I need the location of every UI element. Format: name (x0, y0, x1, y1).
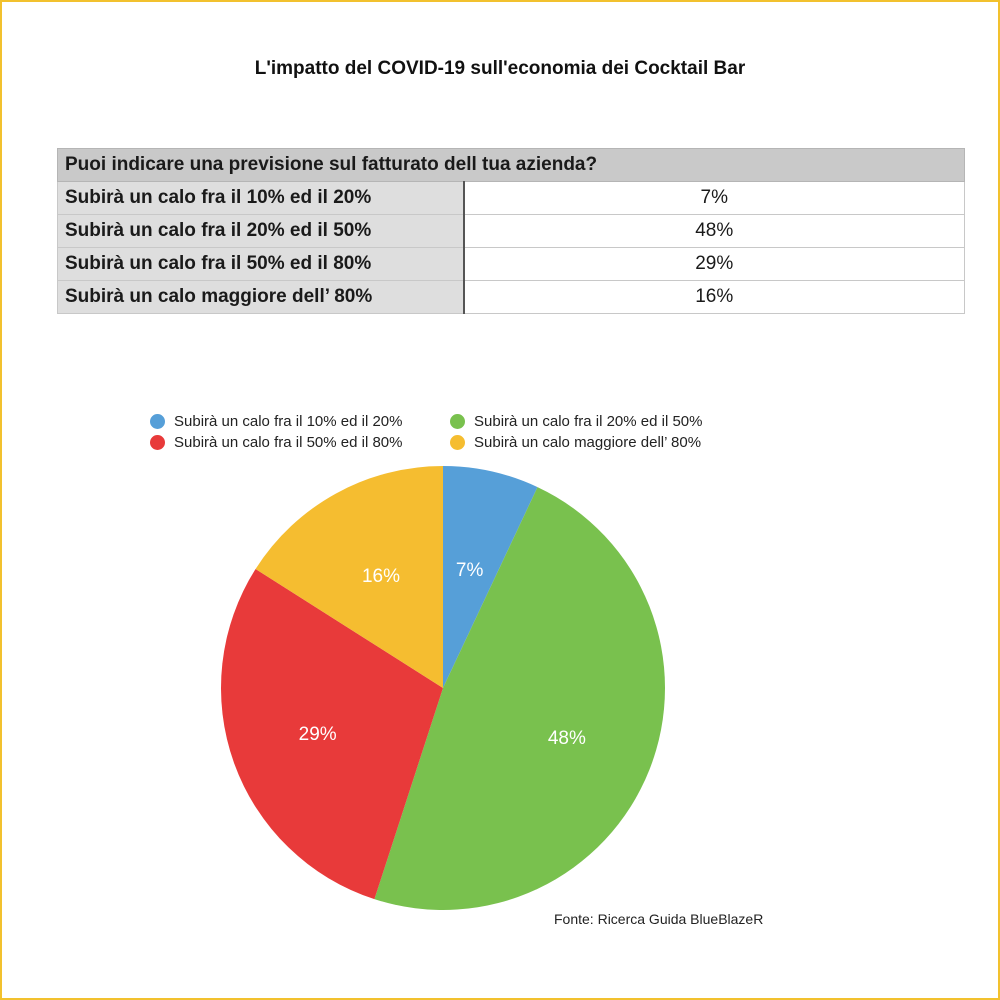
pie-slice (443, 466, 538, 688)
pie-slice (255, 466, 443, 688)
legend-label: Subirà un calo maggiore dell’ 80% (474, 434, 702, 451)
table-row-value: 7% (463, 181, 965, 215)
page-title: L'impatto del COVID-19 sull'economia dei… (254, 58, 746, 79)
legend-item: Subirà un calo maggiore dell’ 80% (450, 434, 701, 451)
pie-slice-label: 29% (299, 724, 337, 745)
pie-slice-label: 16% (362, 566, 400, 587)
legend-swatch-icon (150, 435, 165, 450)
legend-label: Subirà un calo fra il 10% ed il 20% (174, 413, 403, 430)
table-row-label: Subirà un calo fra il 50% ed il 80% (57, 247, 465, 281)
source-note: Fonte: Ricerca Guida BlueBlazeR (554, 911, 764, 927)
pie-slice (220, 569, 443, 900)
table-row-label: Subirà un calo maggiore dell’ 80% (57, 280, 465, 314)
table-row-label: Subirà un calo fra il 10% ed il 20% (57, 181, 465, 215)
legend-item: Subirà un calo fra il 50% ed il 80% (150, 434, 402, 451)
table-row-value: 16% (463, 280, 965, 314)
table-row-value: 29% (463, 247, 965, 281)
pie-slice-label: 7% (456, 560, 484, 581)
pie-slice-label: 48% (548, 728, 586, 749)
legend-swatch-icon (450, 435, 465, 450)
legend-item: Subirà un calo fra il 20% ed il 50% (450, 413, 702, 430)
table-row-value: 48% (463, 214, 965, 248)
data-table: Puoi indicare una previsione sul fattura… (57, 148, 965, 314)
legend-swatch-icon (450, 414, 465, 429)
table-row: Subirà un calo fra il 20% ed il 50% 48% (57, 214, 965, 248)
table-row: Subirà un calo maggiore dell’ 80% 16% (57, 280, 965, 314)
table-row: Subirà un calo fra il 50% ed il 80% 29% (57, 247, 965, 281)
table-row: Subirà un calo fra il 10% ed il 20% 7% (57, 181, 965, 215)
legend-label: Subirà un calo fra il 50% ed il 80% (174, 434, 403, 451)
table-header-row: Puoi indicare una previsione sul fattura… (57, 148, 965, 182)
legend-item: Subirà un calo fra il 10% ed il 20% (150, 413, 402, 430)
legend-swatch-icon (150, 414, 165, 429)
pie-slice (374, 487, 666, 911)
legend-label: Subirà un calo fra il 20% ed il 50% (474, 413, 703, 430)
table-question: Puoi indicare una previsione sul fattura… (57, 148, 965, 182)
table-row-label: Subirà un calo fra il 20% ed il 50% (57, 214, 465, 248)
